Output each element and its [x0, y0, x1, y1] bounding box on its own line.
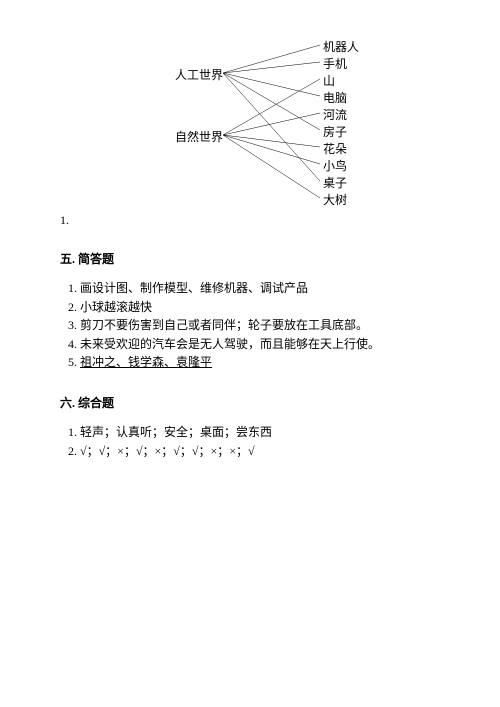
left-category-1: 自然世界	[175, 128, 223, 145]
answer5-underlined: 祖冲之、钱学森、袁隆平	[80, 355, 212, 369]
right-item-0: 机器人	[323, 38, 359, 55]
right-item-4: 河流	[323, 106, 347, 123]
right-item-9: 大树	[323, 191, 347, 208]
section6-answer-1: 1. 轻声；认真听；安全；桌面；尝东西	[68, 423, 440, 442]
answer5-prefix: 5.	[68, 355, 80, 369]
right-item-2: 山	[323, 72, 335, 89]
right-item-6: 花朵	[323, 140, 347, 157]
section6-answer-2: 2. √；√；×；√；×；√；√；×；×；√	[68, 442, 440, 461]
right-item-3: 电脑	[323, 89, 347, 106]
right-item-5: 房子	[323, 123, 347, 140]
right-item-7: 小鸟	[323, 157, 347, 174]
section5-answer-1: 1. 画设计图、制作模型、维修机器、调试产品	[68, 279, 440, 298]
right-item-8: 桌子	[323, 174, 347, 191]
matching-diagram: 人工世界自然世界 机器人手机山电脑河流房子花朵小鸟桌子大树	[120, 40, 380, 210]
section5-answer-2: 2. 小球越滚越快	[68, 298, 440, 317]
left-category-0: 人工世界	[175, 66, 223, 83]
section5-answer-4: 4. 未来受欢迎的汽车会是无人驾驶，而且能够在天上行使。	[68, 335, 440, 354]
right-item-1: 手机	[323, 55, 347, 72]
question-number: 1.	[60, 213, 440, 228]
section-6-title: 六. 综合题	[60, 394, 440, 411]
section5-answer-5: 5. 祖冲之、钱学森、袁隆平	[68, 353, 440, 372]
section-5-title: 五. 简答题	[60, 250, 440, 267]
section5-answer-3: 3. 剪刀不要伤害到自己或者同伴；轮子要放在工具底部。	[68, 316, 440, 335]
